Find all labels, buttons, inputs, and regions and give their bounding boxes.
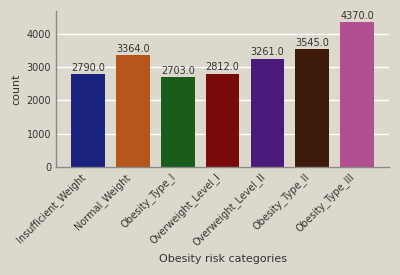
- Text: 3364.0: 3364.0: [116, 44, 150, 54]
- Text: 2703.0: 2703.0: [161, 66, 195, 76]
- Bar: [250, 59, 284, 167]
- Text: 3545.0: 3545.0: [295, 38, 329, 48]
- Y-axis label: count: count: [11, 73, 21, 104]
- Text: 4370.0: 4370.0: [340, 11, 374, 21]
- Text: 3261.0: 3261.0: [250, 47, 284, 57]
- Text: 2790.0: 2790.0: [71, 63, 105, 73]
- Bar: [340, 22, 374, 167]
- Bar: [71, 74, 105, 167]
- Bar: [161, 77, 194, 167]
- Bar: [206, 74, 239, 167]
- Bar: [295, 49, 329, 167]
- Text: 2812.0: 2812.0: [206, 62, 240, 72]
- X-axis label: Obesity risk categories: Obesity risk categories: [158, 254, 286, 264]
- Bar: [116, 55, 150, 167]
